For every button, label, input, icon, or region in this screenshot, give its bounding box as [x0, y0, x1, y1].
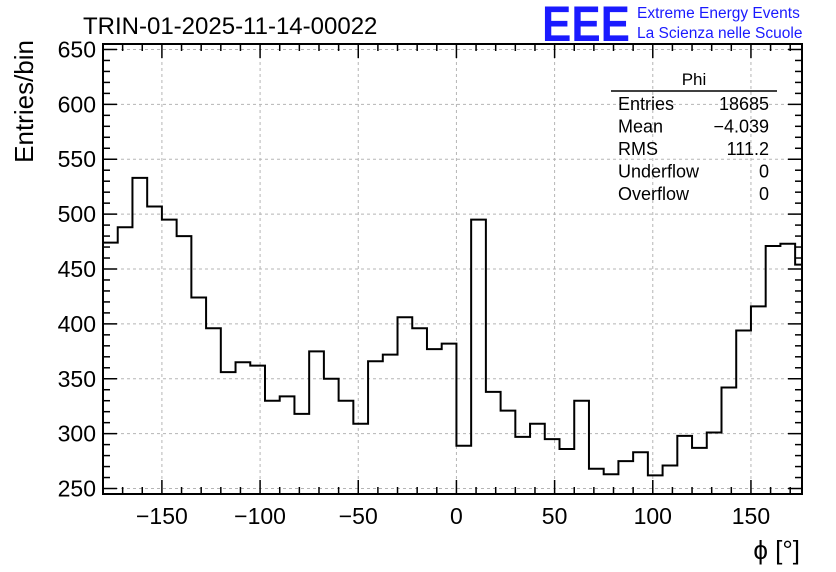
y-tick-label: 300 [58, 421, 96, 447]
x-tick-labels: −150 −100 −50 0 50 100 150 [136, 503, 770, 529]
stats-row-label: Underflow [618, 162, 700, 182]
x-tick-label: 100 [634, 503, 672, 529]
eee-logo: EEE Extreme Energy Events La Scienza nel… [542, 0, 802, 52]
chart-title: TRIN-01-2025-11-14-00022 [83, 13, 377, 40]
eee-logo-line2: La Scienza nelle Scuole [637, 25, 802, 42]
y-tick-label: 550 [58, 146, 96, 172]
stats-box-name: Phi [682, 70, 707, 89]
y-tick-label: 650 [58, 36, 96, 62]
y-tick-label: 400 [58, 311, 96, 337]
eee-logo-line1: Extreme Energy Events [637, 5, 800, 22]
y-axis-label: Entries/bin [9, 40, 39, 163]
y-tick-labels: 250 300 350 400 450 500 550 600 650 [58, 36, 96, 501]
stats-row-label: Entries [618, 94, 674, 114]
y-tick-label: 250 [58, 476, 96, 502]
stats-row-label: Overflow [618, 184, 690, 204]
stats-row-value: 111.2 [727, 139, 769, 159]
x-axis-label: ϕ [°] [753, 535, 800, 565]
y-tick-label: 350 [58, 366, 96, 392]
x-tick-label: −50 [339, 503, 378, 529]
x-tick-label: −150 [136, 503, 188, 529]
histogram-series [103, 176, 803, 477]
stats-row-value: 0 [759, 184, 769, 204]
stats-row-value: 0 [759, 162, 769, 182]
x-tick-label: 0 [450, 503, 463, 529]
stats-row-label: Mean [618, 117, 663, 137]
y-tick-label: 450 [58, 256, 96, 282]
stats-row-value: 18685 [719, 94, 769, 114]
y-tick-label: 600 [58, 91, 96, 117]
stats-row-label: RMS [618, 139, 658, 159]
stats-box: Phi Entries 18685 Mean −4.039 RMS 111.2 Underf… [611, 70, 777, 204]
stats-rows: Entries 18685 Mean −4.039 RMS 111.2 Underflow 0… [618, 94, 769, 204]
x-tick-label: 150 [732, 503, 770, 529]
x-tick-label: −100 [234, 503, 286, 529]
stats-row-value: −4.039 [713, 117, 769, 137]
histogram-step-line [103, 176, 803, 477]
x-tick-label: 50 [542, 503, 568, 529]
y-tick-label: 500 [58, 201, 96, 227]
axes [102, 43, 803, 495]
